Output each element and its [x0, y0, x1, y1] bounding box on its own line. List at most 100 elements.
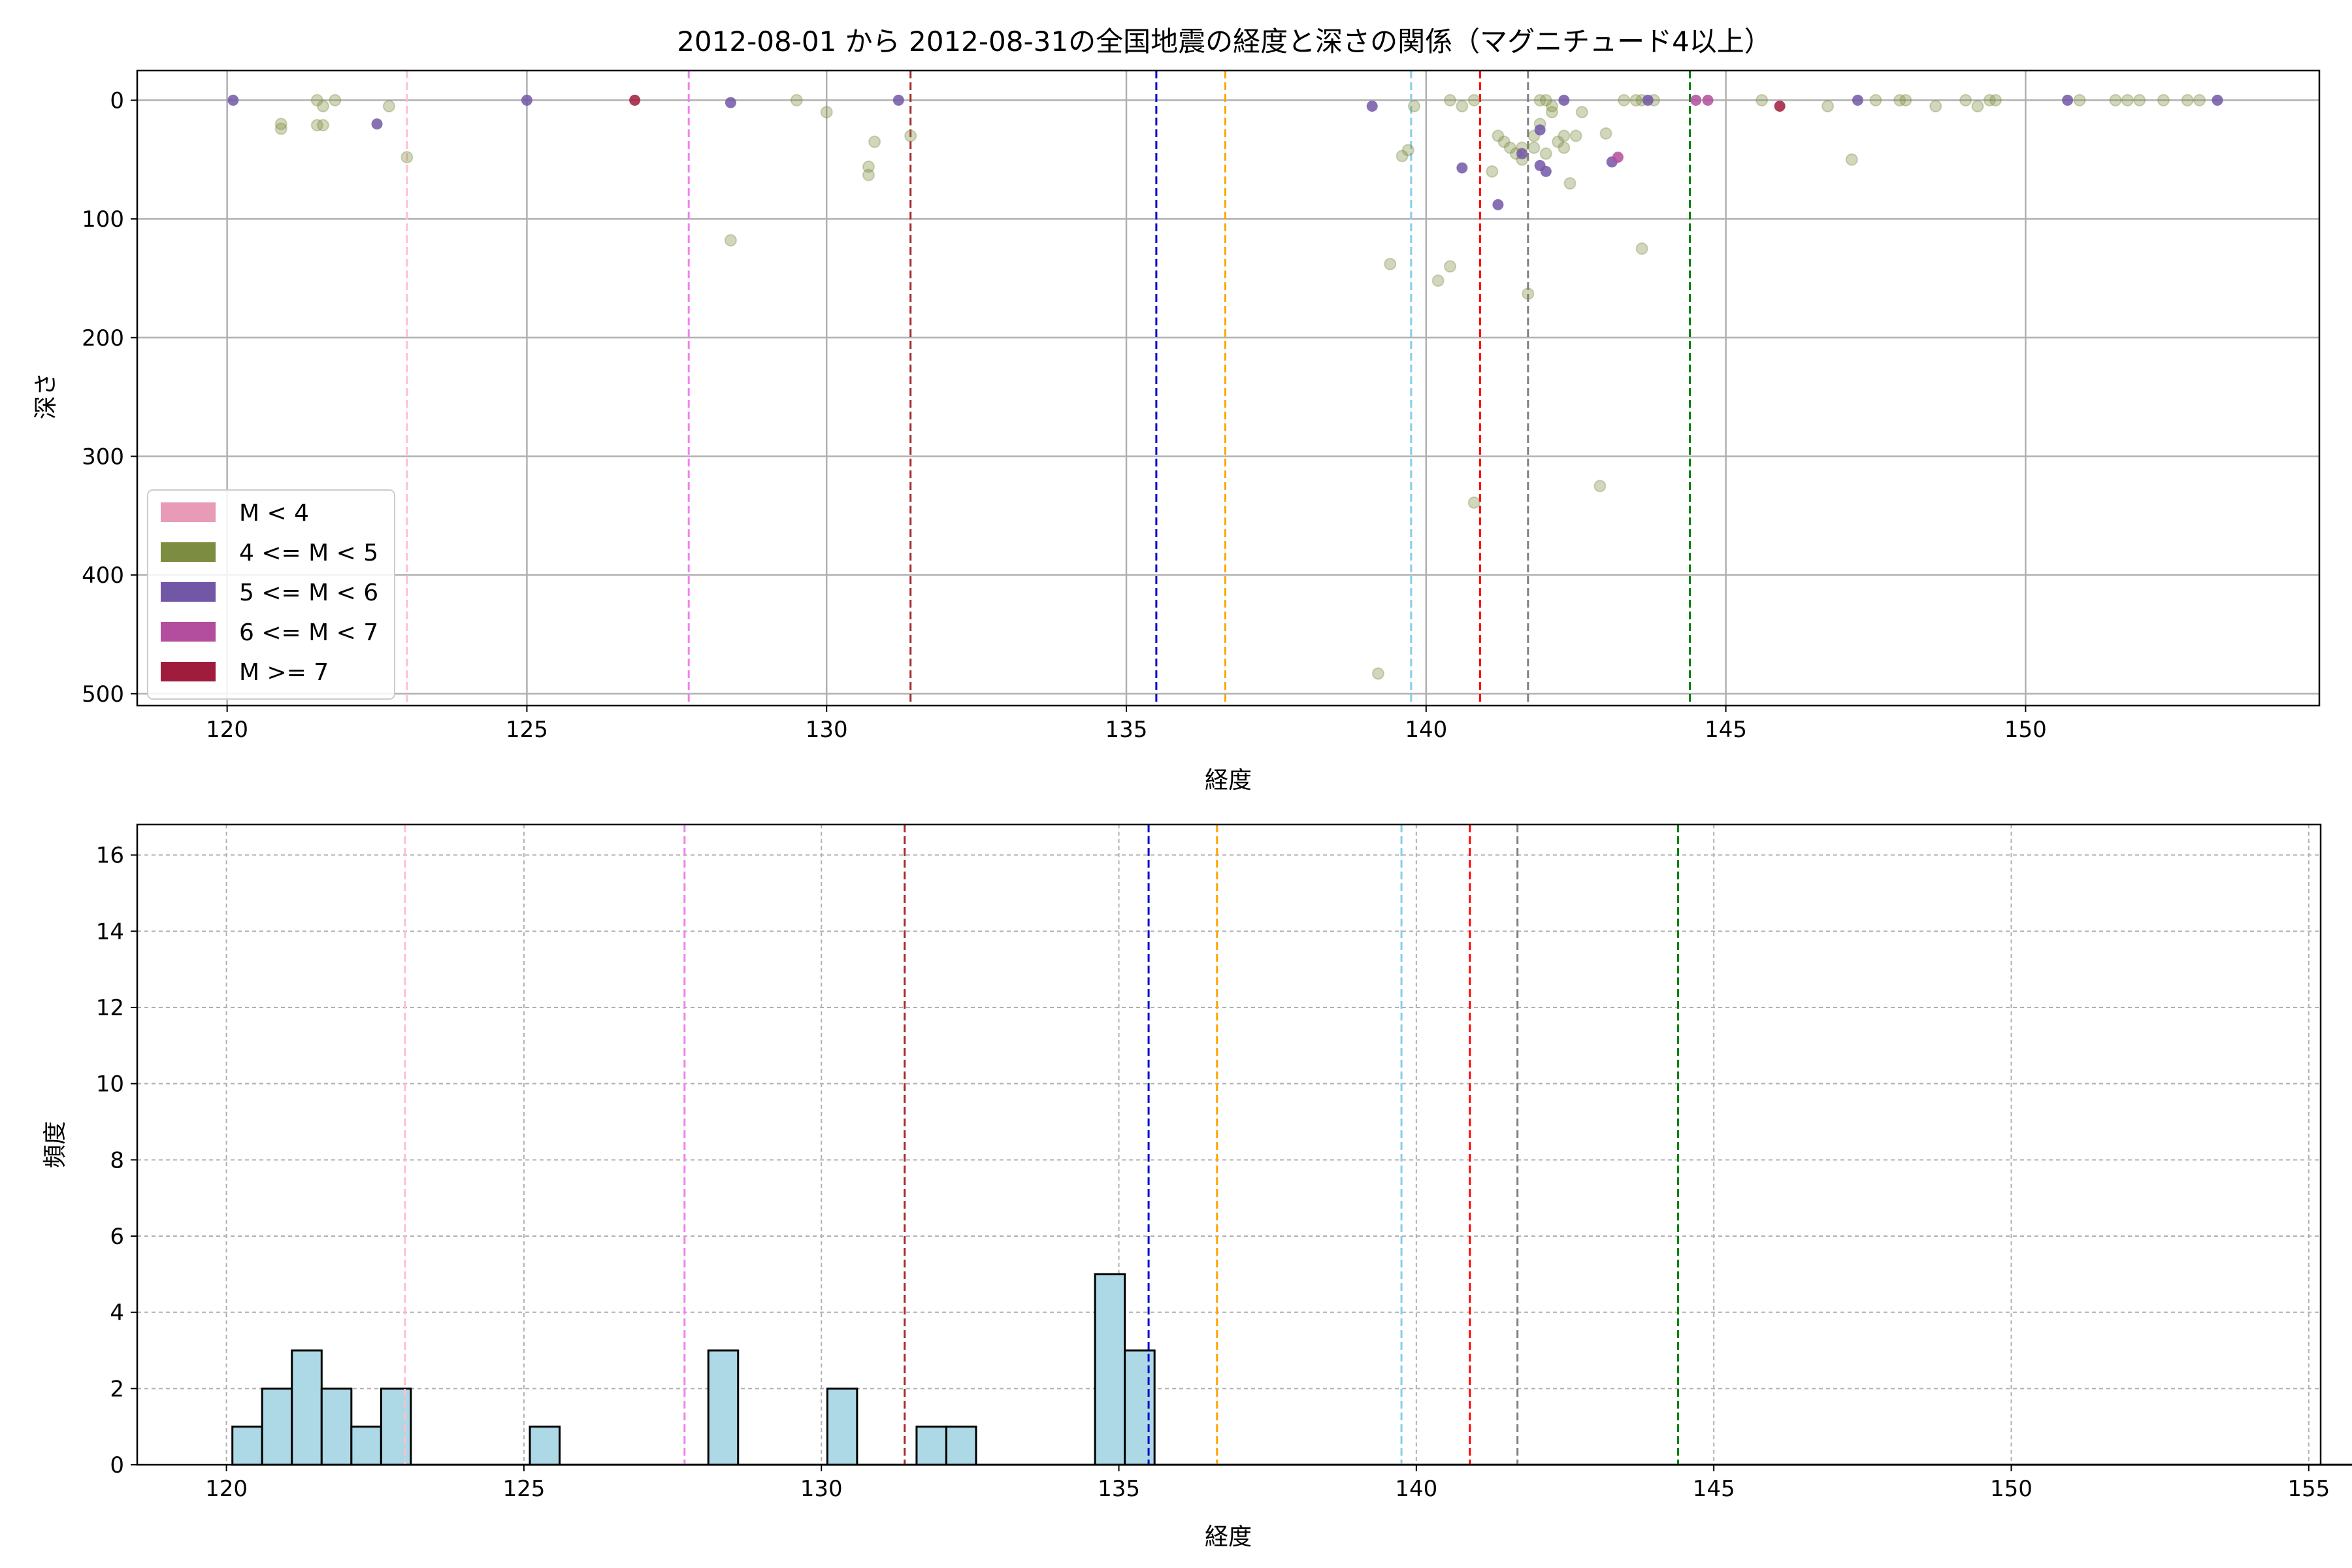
scatter-point	[1366, 101, 1378, 112]
scatter-y-tick-label: 100	[82, 206, 124, 233]
scatter-y-tick-label: 0	[110, 88, 124, 114]
scatter-point	[1971, 100, 1984, 113]
scatter-point	[1444, 260, 1457, 273]
scatter-legend: M < 4 4 <= M < 5 5 <= M < 6 6 <= M < 7 M…	[147, 489, 395, 700]
scatter-point	[1486, 165, 1499, 178]
scatter-point	[1869, 93, 1882, 106]
scatter-point	[1558, 141, 1571, 154]
histogram-bar	[350, 1426, 382, 1466]
scatter-point	[2133, 93, 2146, 106]
scatter-point	[1401, 144, 1414, 157]
scatter-point	[521, 94, 532, 106]
scatter-point	[2181, 93, 2194, 106]
legend-swatch-m-6-7	[161, 622, 216, 642]
scatter-point	[724, 234, 737, 247]
legend-swatch-m-4-5	[161, 542, 216, 562]
histogram-axes-frame	[136, 823, 2322, 1466]
legend-swatch-m-ge-7	[161, 662, 216, 681]
scatter-point	[1533, 93, 1546, 106]
scatter-point	[371, 118, 383, 130]
scatter-point	[1893, 93, 1906, 106]
histogram-x-tick-label: 145	[1693, 1476, 1735, 1502]
scatter-point	[862, 169, 875, 182]
scatter-point	[1821, 100, 1835, 113]
histogram-x-tick-label: 140	[1395, 1476, 1437, 1502]
scatter-point	[1852, 94, 1863, 106]
scatter-point	[400, 151, 414, 164]
histogram-bar	[529, 1426, 561, 1466]
scatter-point	[1558, 129, 1571, 142]
histogram-reference-lines	[404, 825, 1680, 1465]
scatter-point	[1959, 93, 1972, 106]
scatter-axes-frame	[136, 69, 2321, 707]
scatter-point	[1593, 480, 1607, 493]
legend-label-m-lt-4: M < 4	[239, 500, 309, 527]
histogram-x-tick-label: 135	[1098, 1476, 1140, 1502]
histogram-bar	[1124, 1349, 1156, 1466]
legend-label-m-4-5: 4 <= M < 5	[239, 540, 378, 566]
scatter-point	[1545, 100, 1558, 113]
histogram-y-ticks: 0 2 4 6 8 10 12 14 16	[96, 843, 137, 1478]
scatter-point	[1492, 129, 1505, 142]
scatter-point	[1558, 94, 1570, 106]
scatter-point	[1456, 162, 1468, 174]
scatter-point	[1618, 93, 1631, 106]
histogram-x-tick-label: 125	[502, 1476, 545, 1502]
histogram-y-tick-label: 8	[110, 1147, 124, 1173]
scatter-x-tick-label: 150	[2004, 717, 2047, 743]
scatter-point	[1629, 93, 1642, 106]
scatter-x-tick-label: 140	[1405, 717, 1447, 743]
scatter-x-tick-label: 120	[206, 717, 248, 743]
histogram-bar	[231, 1426, 263, 1466]
legend-label-m-5-6: 5 <= M < 6	[239, 580, 378, 606]
scatter-point	[1702, 94, 1714, 106]
scatter-title: 2012-08-01 から 2012-08-31の全国地震の経度と深さの関係（マ…	[677, 25, 1772, 57]
scatter-point	[1534, 159, 1546, 171]
scatter-point	[1384, 257, 1397, 270]
histogram-y-tick-label: 16	[96, 843, 124, 869]
scatter-points	[227, 93, 2223, 680]
histogram-y-axis-label: 頻度	[42, 1121, 69, 1168]
scatter-point	[892, 94, 904, 106]
scatter-point	[2121, 93, 2134, 106]
scatter-point	[2062, 94, 2074, 106]
scatter-point	[1396, 150, 1409, 163]
scatter-point	[274, 122, 287, 135]
scatter-point	[274, 118, 287, 131]
scatter-point	[1522, 287, 1535, 301]
scatter-point	[1456, 100, 1469, 113]
scatter-point	[1527, 141, 1541, 154]
scatter-point	[1552, 135, 1565, 148]
histogram-bar	[380, 1387, 412, 1466]
histogram-bar	[707, 1349, 740, 1466]
histogram-bar	[915, 1426, 947, 1466]
scatter-point	[382, 100, 395, 113]
histogram-bar	[291, 1349, 323, 1466]
scatter-x-ticks: 120 125 130 135 140 145 150	[206, 706, 2047, 743]
scatter-y-tick-label: 300	[82, 444, 124, 470]
histogram-y-tick-label: 14	[96, 919, 124, 945]
scatter-reference-lines	[406, 71, 1691, 706]
legend-swatch-m-lt-4	[161, 502, 216, 522]
scatter-y-tick-label: 400	[82, 563, 124, 589]
histogram-x-tick-label: 130	[800, 1476, 843, 1502]
histogram-y-tick-label: 4	[110, 1300, 124, 1326]
scatter-point	[629, 94, 641, 106]
histogram-y-tick-label: 12	[96, 995, 124, 1021]
scatter-point	[1503, 141, 1516, 154]
scatter-y-ticks: 0 100 200 300 400 500	[82, 88, 137, 708]
scatter-x-tick-label: 125	[506, 717, 548, 743]
scatter-point	[1845, 153, 1858, 166]
scatter-point	[1467, 93, 1480, 106]
histogram-bar	[1094, 1273, 1126, 1466]
histogram-x-axis-label: 経度	[1205, 1524, 1252, 1550]
scatter-point	[316, 100, 329, 113]
legend-label-m-6-7: 6 <= M < 7	[239, 619, 378, 646]
scatter-point	[1983, 93, 1996, 106]
scatter-point	[1929, 100, 1942, 113]
scatter-point	[725, 97, 736, 108]
scatter-x-tick-label: 130	[806, 717, 848, 743]
scatter-point	[1407, 100, 1420, 113]
scatter-y-axis-label: 深さ	[33, 372, 59, 419]
